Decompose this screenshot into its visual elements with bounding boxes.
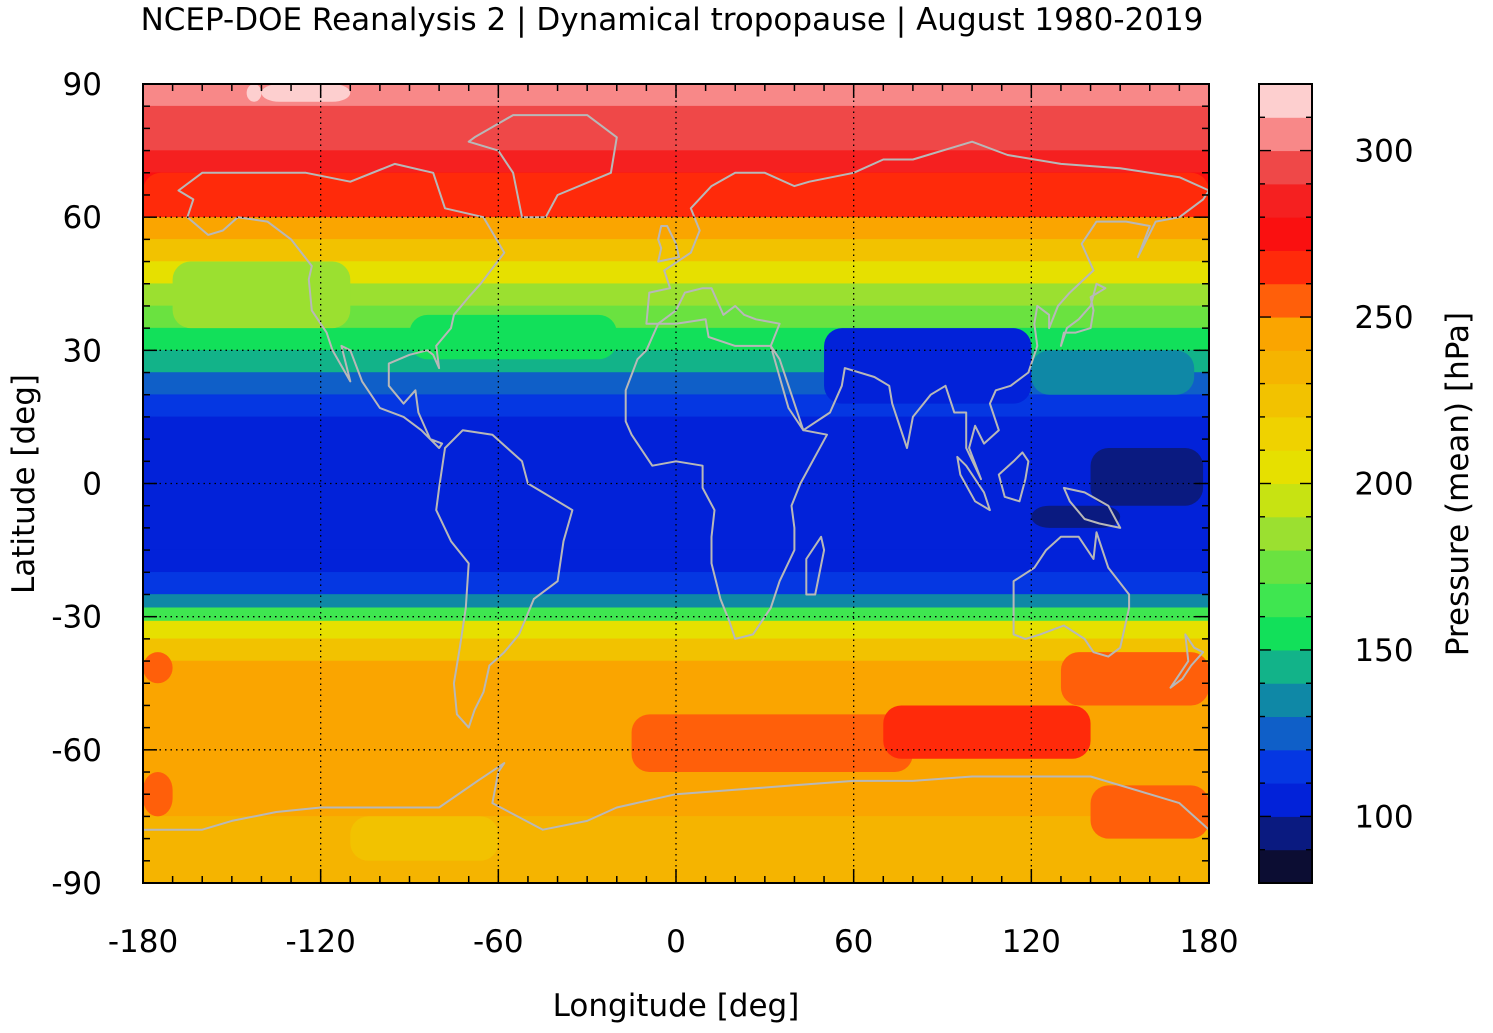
heatmap-region-12 — [1060, 652, 1209, 706]
heatmap-region-4 — [409, 314, 617, 360]
x-tick-label: -120 — [285, 924, 355, 960]
colorbar-level-5 — [1259, 683, 1312, 718]
chart-title: NCEP-DOE Reanalysis 2 | Dynamical tropop… — [141, 2, 1204, 38]
colorbar: 100 150 200 250 300 — [1258, 83, 1414, 884]
x-axis-label: Longitude [deg] — [553, 988, 800, 1024]
coastline-eurasia — [645, 140, 1210, 481]
x-tick-label: 60 — [834, 924, 873, 960]
x-tick-label: 0 — [666, 924, 686, 960]
colorbar-level-4 — [1259, 716, 1312, 751]
grid-layer — [143, 84, 1209, 883]
coastline-japan — [1059, 282, 1107, 347]
colorbar-level-22 — [1259, 117, 1312, 152]
heatmap-band-15 — [142, 416, 1210, 551]
heatmap-region-7 — [1090, 447, 1204, 506]
colorbar-level-10 — [1259, 516, 1312, 551]
x-tick-label: -180 — [108, 924, 178, 960]
heatmap-region-10 — [631, 714, 913, 773]
colorbar-level-8 — [1259, 583, 1312, 618]
coastline-borneo — [997, 451, 1030, 503]
heatmap-region-3 — [172, 261, 351, 329]
colorbar-level-16 — [1259, 317, 1312, 351]
colorbar-level-15 — [1259, 350, 1312, 385]
y-tick-label: -60 — [51, 733, 102, 769]
colorbar-label: Pressure (mean) [hPa] — [1440, 312, 1476, 656]
coastline-north-america — [177, 162, 506, 449]
coastline-layer — [143, 114, 1210, 831]
heatmap-region-15 — [350, 816, 499, 861]
coastline-africa — [624, 318, 828, 640]
x-tick-label: -60 — [473, 924, 524, 960]
coastline-antarctica — [143, 762, 1210, 831]
colorbar-level-11 — [1259, 483, 1312, 518]
heatmap-region-0 — [246, 84, 262, 102]
colorbar-level-3 — [1259, 749, 1312, 784]
x-tick-label: 120 — [1002, 924, 1061, 960]
colorbar-level-7 — [1259, 616, 1312, 651]
axis-layer: -180 -120 -60 0 60 120 180 90 60 30 0 -30 -60 -90 — [51, 67, 1238, 960]
heatmap-region-11 — [883, 705, 1091, 759]
colorbar-level-19 — [1259, 217, 1312, 251]
colorbar-level-12 — [1259, 450, 1312, 484]
y-tick-label: -30 — [51, 600, 102, 636]
heatmap-band-21 — [142, 638, 1210, 662]
heatmap-region-5 — [824, 328, 1032, 404]
y-tick-label: 0 — [82, 467, 102, 503]
colorbar-tick-label: 300 — [1354, 134, 1413, 170]
colorbar-tick-label: 100 — [1354, 799, 1413, 835]
colorbar-level-6 — [1259, 649, 1312, 684]
colorbar-level-23 — [1259, 84, 1312, 118]
coastline-madagascar — [805, 535, 826, 596]
coastline-british-isles — [657, 225, 680, 263]
colorbar-level-13 — [1259, 416, 1312, 451]
colorbar-level-18 — [1259, 250, 1312, 285]
colorbar-level-17 — [1259, 283, 1312, 318]
heatmap-band-19 — [142, 607, 1210, 622]
coastline-australia — [1012, 531, 1131, 658]
colorbar-tick-label: 200 — [1354, 467, 1413, 503]
heatmap-region-9 — [143, 652, 173, 684]
y-tick-label: -90 — [51, 866, 102, 902]
heatmap-region-13 — [1090, 785, 1209, 839]
colorbar-level-1 — [1259, 816, 1312, 851]
coastline-south-america — [435, 429, 574, 729]
coastline-greenland — [467, 114, 618, 219]
colorbar-level-20 — [1259, 183, 1312, 218]
heatmap-band-11 — [142, 327, 1210, 351]
colorbar-level-9 — [1259, 550, 1312, 584]
coastline-new-guinea — [1062, 486, 1122, 529]
y-tick-label: 90 — [63, 67, 102, 103]
heatmap-region-1 — [261, 84, 351, 102]
colorbar-level-21 — [1259, 150, 1312, 185]
heatmap-region-14 — [143, 772, 173, 817]
coastline-new-zealand — [1169, 633, 1205, 689]
colorbar-tick-label: 250 — [1354, 300, 1413, 336]
y-tick-label: 30 — [63, 333, 102, 369]
heatmap-layer — [142, 83, 1210, 884]
colorbar-tick-label: 150 — [1354, 633, 1413, 669]
colorbar-level-14 — [1259, 383, 1312, 418]
coastline-sumatra — [956, 455, 991, 512]
colorbar-level-0 — [1259, 849, 1312, 884]
y-axis-label: Latitude [deg] — [6, 374, 42, 594]
x-tick-label: 180 — [1179, 924, 1238, 960]
colorbar-level-2 — [1259, 783, 1312, 817]
heatmap-region-6 — [1031, 350, 1195, 395]
y-tick-label: 60 — [63, 200, 102, 236]
